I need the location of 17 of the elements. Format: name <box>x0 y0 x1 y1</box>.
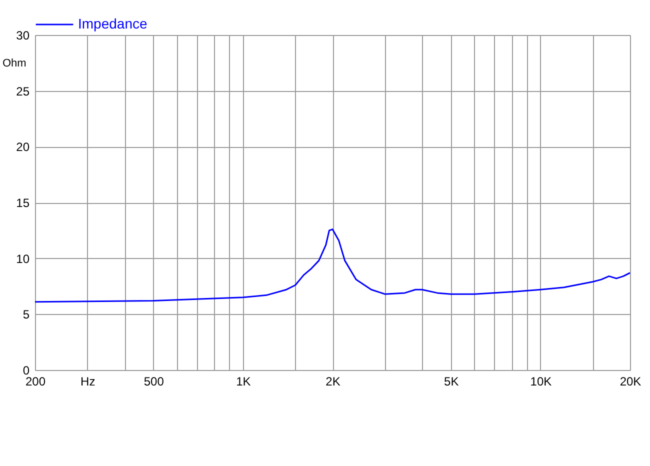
x-tick-label: 500 <box>144 374 164 388</box>
y-axis-title: Ohm <box>2 58 26 70</box>
x-tick-label: Hz <box>80 374 96 388</box>
y-tick-label: 30 <box>16 28 30 42</box>
y-tick-label: 20 <box>16 140 30 154</box>
x-tick-label: 5K <box>444 374 459 388</box>
x-tick-label: 2K <box>326 374 340 388</box>
y-tick-label: 15 <box>16 196 30 210</box>
x-tick-label: 20K <box>620 374 642 388</box>
x-tick-label: 200 <box>25 374 46 388</box>
x-tick-label: 1K <box>236 374 251 388</box>
x-tick-label: 10K <box>530 374 552 388</box>
y-tick-label: 10 <box>16 252 30 266</box>
y-tick-label: 25 <box>16 84 30 98</box>
legend-label: Impedance <box>78 16 148 32</box>
y-tick-label: 0 <box>22 364 30 378</box>
y-tick-label: 5 <box>22 308 30 322</box>
